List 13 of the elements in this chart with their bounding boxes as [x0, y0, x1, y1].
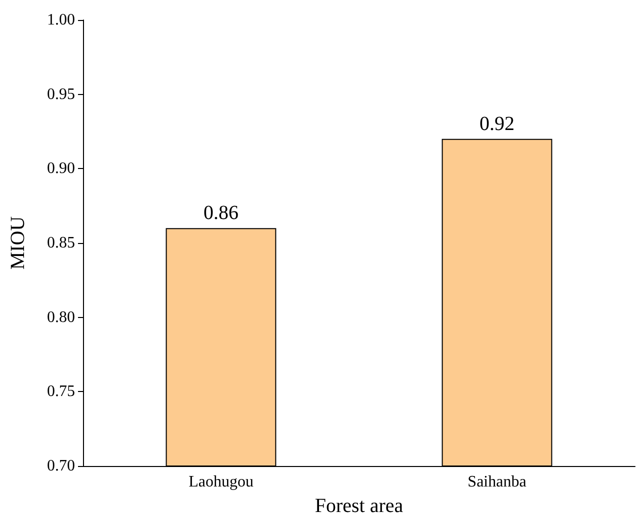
- x-tick-label: Saihanba: [468, 474, 526, 490]
- data-label: 0.86: [204, 202, 238, 224]
- text: 0.75: [47, 383, 75, 400]
- text: 0.95: [47, 86, 75, 103]
- x-tick-label: Laohugou: [188, 474, 254, 490]
- text: 0.70: [47, 458, 75, 474]
- text: 0.85: [47, 234, 75, 252]
- data-label: 0.92: [480, 112, 514, 135]
- text: 0.80: [47, 308, 75, 326]
- text: 1.00: [47, 12, 75, 28]
- x-axis-title: Forest area: [314, 495, 404, 517]
- text: 0.90: [47, 160, 75, 178]
- y-axis-title: MIOU: [7, 216, 29, 270]
